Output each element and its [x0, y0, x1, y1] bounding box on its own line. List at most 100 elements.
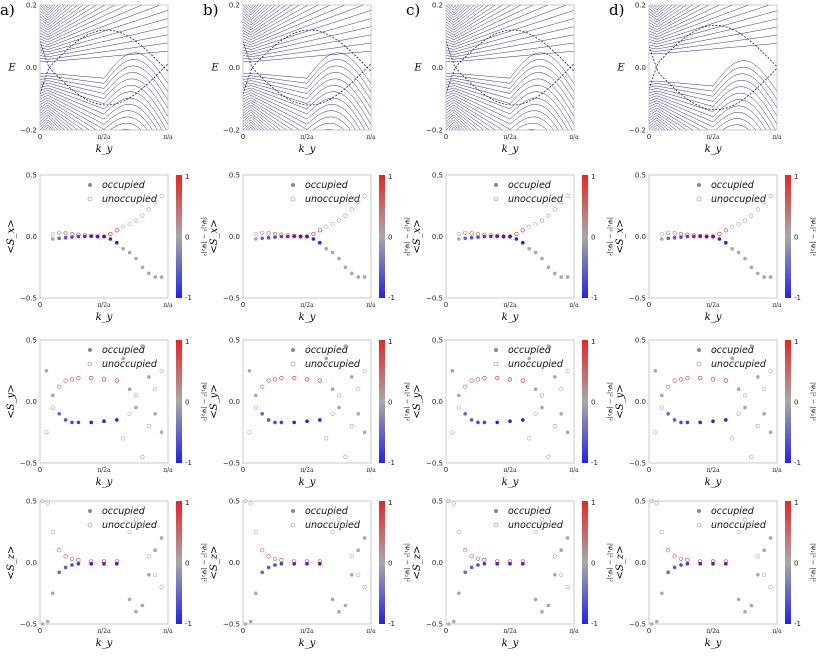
- colorbar-tick: 0: [185, 234, 189, 242]
- unoccupied-point: [343, 523, 348, 528]
- unoccupied-point: [659, 231, 664, 237]
- occupied-point: [559, 275, 563, 279]
- unoccupied-point: [710, 377, 716, 382]
- unoccupied-point: [349, 424, 354, 429]
- x-tick-label: 0: [444, 466, 448, 474]
- x-tick-label: π/2a: [97, 628, 111, 635]
- legend: occupied unoccupied: [290, 506, 361, 531]
- axes-frame: [648, 174, 778, 299]
- occupied-point: [147, 271, 151, 276]
- valence-subband: [40, 90, 163, 130]
- valence-subband: [243, 102, 335, 130]
- unoccupied-point: [685, 376, 690, 381]
- occupied-point: [768, 430, 773, 435]
- conduction-subband: [40, 5, 128, 43]
- occupied-point: [685, 420, 690, 425]
- occupied-point: [521, 240, 525, 245]
- occupied-point: [318, 418, 322, 422]
- valence-subband: [649, 112, 682, 130]
- x-tick-label: π/2a: [706, 302, 720, 309]
- unoccupied-point: [133, 393, 139, 398]
- colorbar: 1 0 -1 |Ψ₁|² − |Ψ₂|²: [582, 499, 614, 628]
- colorbar-tick: -1: [794, 459, 801, 467]
- subplot-Sz-1: occupied unoccupied 1 0 -1 |Ψ₁|² − |Ψ₂|² 0.5 0.…: [6, 498, 208, 650]
- occupied-point: [330, 387, 335, 392]
- y-tick-label: −0.5: [629, 621, 646, 629]
- legend-occupied-label: occupied: [305, 180, 349, 191]
- occupied-point: [51, 591, 55, 596]
- unoccupied-point: [260, 548, 265, 553]
- valence-subband: [649, 105, 750, 130]
- valence-subband: [446, 72, 574, 109]
- occupied-point: [134, 256, 138, 261]
- occupied-point: [247, 369, 252, 373]
- colorbar-tick: 1: [388, 338, 392, 346]
- x-tick-label: π/a: [772, 134, 782, 141]
- unoccupied-point: [704, 234, 709, 239]
- axes-frame: [39, 4, 169, 131]
- occupied-point: [698, 420, 702, 425]
- x-tick-label: 0: [647, 133, 651, 141]
- unoccupied-point: [260, 384, 265, 389]
- conduction-subband: [649, 5, 701, 30]
- colorbar-tick: -1: [185, 294, 192, 302]
- colorbar-label: |Ψ₁|² − |Ψ₂|²: [809, 382, 817, 421]
- occupied-point: [679, 235, 683, 239]
- y-tick-label: 0.2: [26, 2, 37, 10]
- conduction-subband: [446, 5, 496, 33]
- unoccupied-point: [317, 378, 322, 383]
- occupied-point: [324, 247, 329, 251]
- valence-subband: [649, 86, 777, 125]
- valence-subband: [649, 95, 772, 130]
- x-axis-label: k_y: [96, 638, 113, 649]
- unoccupied-point: [356, 387, 361, 392]
- legend-occupied-marker: [291, 348, 295, 352]
- occupied-point: [298, 234, 303, 239]
- legend-unoccupied-marker: [290, 196, 296, 202]
- bulk-bands: [243, 5, 371, 130]
- occupied-point: [350, 375, 354, 379]
- occupied-point: [260, 570, 265, 575]
- unoccupied-point: [159, 193, 164, 198]
- y-tick-label: −0.5: [20, 621, 37, 629]
- colorbar-label: |Ψ₁|² − |Ψ₂|²: [809, 217, 817, 256]
- subplot-band-structure-2: 0.2 0.0 −0.20 π/2a π/a k_y E: [210, 2, 376, 156]
- valence-subband: [649, 98, 767, 130]
- occupied-point: [457, 591, 461, 596]
- x-axis-label: k_y: [502, 144, 519, 155]
- occupied-point: [546, 603, 551, 608]
- colorbar-label: |Ψ₁|² − |Ψ₂|²: [403, 543, 411, 582]
- legend-occupied-label: occupied: [508, 506, 552, 517]
- valence-subband: [446, 109, 480, 130]
- valence-subband: [40, 72, 168, 109]
- conduction-subband: [649, 18, 777, 47]
- x-tick-label: π/a: [569, 302, 579, 309]
- x-axis-label: k_y: [502, 638, 519, 649]
- legend-unoccupied-label: unoccupied: [711, 194, 767, 205]
- colorbar-tick: -1: [388, 459, 395, 467]
- axes-frame: [648, 500, 778, 625]
- occupied-point: [95, 234, 100, 239]
- occupied-point: [70, 420, 74, 425]
- unoccupied-point: [266, 554, 271, 559]
- conduction-subband: [243, 5, 282, 28]
- occupied-point: [463, 412, 468, 416]
- valence-subband: [40, 107, 79, 130]
- unoccupied-point: [140, 454, 145, 460]
- unoccupied-point: [298, 234, 303, 239]
- occupied-point: [57, 570, 61, 575]
- occupied-point: [305, 234, 309, 239]
- legend-unoccupied-marker: [696, 196, 702, 202]
- unoccupied-point: [311, 231, 316, 237]
- x-tick-label: π/2a: [503, 628, 517, 635]
- y-axis-label: E: [616, 63, 625, 74]
- subplot-Sx-1: occupied unoccupied 1 0 -1 |Ψ₁|² − |Ψ₂|² 0.5 0.…: [6, 172, 208, 324]
- legend: occupied unoccupied: [290, 345, 361, 370]
- valence-subband: [649, 92, 776, 130]
- legend-unoccupied-label: unoccupied: [102, 359, 158, 370]
- unoccupied-point: [742, 393, 748, 398]
- occupied-point: [736, 387, 741, 392]
- x-axis-label: k_y: [299, 477, 316, 488]
- x-axis-label: k_y: [299, 312, 316, 323]
- unoccupied-point: [730, 436, 735, 441]
